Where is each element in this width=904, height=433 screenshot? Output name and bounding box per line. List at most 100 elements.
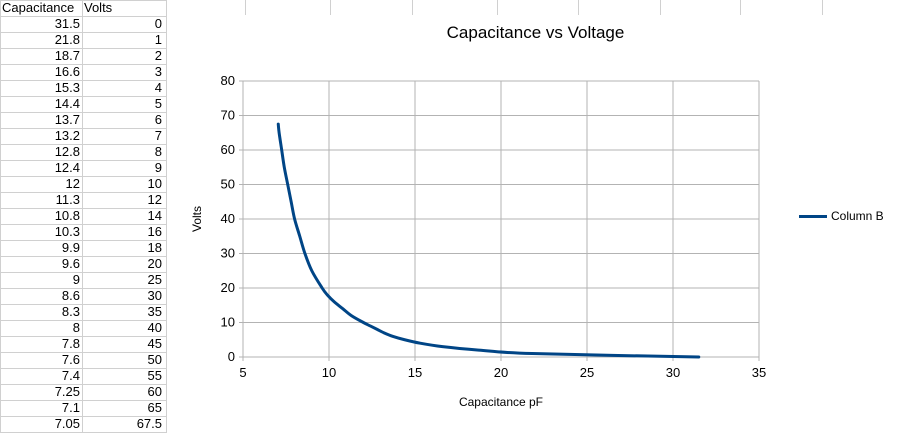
volts-cell[interactable]: 67.5 (136, 416, 162, 431)
y-tick-label: 80 (221, 73, 235, 88)
capacitance-cell[interactable]: 21.8 (54, 32, 80, 47)
capacitance-cell[interactable]: 9 (72, 272, 80, 287)
row-gridline (0, 240, 166, 241)
capacitance-cell[interactable]: 31.5 (54, 16, 80, 31)
column-gridline (166, 0, 167, 433)
row-gridline (0, 336, 166, 337)
volts-cell[interactable]: 9 (154, 160, 162, 175)
capacitance-cell[interactable]: 7.25 (54, 384, 80, 399)
capacitance-cell[interactable]: 7.8 (61, 336, 80, 351)
volts-cell[interactable]: 45 (147, 336, 162, 351)
x-tick-label: 30 (666, 365, 680, 380)
capacitance-cell[interactable]: 14.4 (54, 96, 80, 111)
row-gridline (0, 208, 166, 209)
volts-cell[interactable]: 65 (147, 400, 162, 415)
y-tick-label: 40 (221, 211, 235, 226)
volts-cell[interactable]: 18 (147, 240, 162, 255)
row-gridline (0, 160, 166, 161)
volts-cell[interactable]: 5 (154, 96, 162, 111)
row-gridline (0, 0, 166, 1)
capacitance-cell[interactable]: 7.1 (61, 400, 80, 415)
chart[interactable]: Capacitance vs Voltage 0 10 20 30 40 50 60 70 80… (167, 15, 904, 433)
row-gridline (0, 320, 166, 321)
row-gridline (0, 256, 166, 257)
capacitance-cell[interactable]: 8.3 (61, 304, 80, 319)
volts-cell[interactable]: 40 (147, 320, 162, 335)
capacitance-cell[interactable]: 15.3 (54, 80, 80, 95)
x-tick-label: 35 (752, 365, 766, 380)
volts-cell[interactable]: 60 (147, 384, 162, 399)
volts-cell[interactable]: 20 (147, 256, 162, 271)
capacitance-cell[interactable]: 12.4 (54, 160, 80, 175)
volts-cell[interactable]: 55 (147, 368, 162, 383)
volts-cell[interactable]: 10 (147, 176, 162, 191)
volts-cell[interactable]: 7 (154, 128, 162, 143)
volts-cell[interactable]: 6 (154, 112, 162, 127)
volts-cell[interactable]: 35 (147, 304, 162, 319)
row-gridline (0, 64, 166, 65)
row-gridline (0, 304, 166, 305)
capacitance-cell[interactable]: 7.4 (61, 368, 80, 383)
row-gridline (0, 384, 166, 385)
capacitance-cell[interactable]: 7.6 (61, 352, 80, 367)
capacitance-cell[interactable]: 10.3 (54, 224, 80, 239)
x-tick-label: 15 (408, 365, 422, 380)
capacitance-cell[interactable]: 8.6 (61, 288, 80, 303)
volts-cell[interactable]: 12 (147, 192, 162, 207)
volts-cell[interactable]: 30 (147, 288, 162, 303)
capacitance-cell[interactable]: 18.7 (54, 48, 80, 63)
y-tick-label: 30 (221, 246, 235, 261)
row-gridline (0, 96, 166, 97)
capacitance-cell[interactable]: 11.3 (55, 192, 80, 207)
legend: Column B (799, 209, 884, 223)
row-gridline (0, 368, 166, 369)
x-tick-label: 25 (580, 365, 594, 380)
row-gridline (0, 32, 166, 33)
capacitance-cell[interactable]: 12.8 (54, 144, 80, 159)
volts-cell[interactable]: 3 (154, 64, 162, 79)
row-gridline (0, 288, 166, 289)
y-tick-label: 50 (221, 177, 235, 192)
x-tick-label: 5 (239, 365, 246, 380)
capacitance-cell[interactable]: 8 (72, 320, 80, 335)
capacitance-cell[interactable]: 10.8 (54, 208, 80, 223)
chart-title: Capacitance vs Voltage (446, 23, 625, 42)
volts-cell[interactable]: 2 (154, 48, 162, 63)
header-cell-capacitance[interactable]: Capacitance (2, 0, 75, 15)
capacitance-cell[interactable]: 13.2 (54, 128, 80, 143)
volts-cell[interactable]: 0 (154, 16, 162, 31)
header-cell-volts[interactable]: Volts (84, 0, 113, 15)
volts-cell[interactable]: 50 (147, 352, 162, 367)
row-gridline (0, 128, 166, 129)
row-gridline (0, 112, 166, 113)
series-line-column-b (276, 122, 701, 359)
row-gridline (0, 224, 166, 225)
legend-label: Column B (831, 209, 884, 223)
capacitance-cell[interactable]: 7.05 (54, 416, 80, 431)
row-gridline (0, 400, 166, 401)
y-tick-label: 60 (221, 142, 235, 157)
volts-cell[interactable]: 1 (154, 32, 162, 47)
capacitance-cell[interactable]: 13.7 (54, 112, 80, 127)
row-gridline (0, 192, 166, 193)
row-gridline (0, 272, 166, 273)
capacitance-cell[interactable]: 9.6 (61, 256, 80, 271)
y-tick-label: 10 (221, 315, 235, 330)
row-gridline (0, 16, 166, 17)
volts-cell[interactable]: 8 (154, 144, 162, 159)
volts-cell[interactable]: 25 (147, 272, 162, 287)
x-axis-label: Capacitance pF (459, 395, 543, 409)
capacitance-cell[interactable]: 16.6 (54, 64, 80, 79)
volts-cell[interactable]: 4 (154, 80, 162, 95)
row-gridline (0, 176, 166, 177)
y-tick-label: 70 (221, 108, 235, 123)
column-gridline (0, 0, 1, 433)
column-gridline (82, 0, 83, 433)
y-axis-label: Volts (190, 206, 204, 232)
row-gridline (0, 144, 166, 145)
volts-cell[interactable]: 16 (147, 224, 162, 239)
capacitance-cell[interactable]: 9.9 (61, 240, 80, 255)
capacitance-cell[interactable]: 12 (65, 176, 80, 191)
volts-cell[interactable]: 14 (147, 208, 162, 223)
